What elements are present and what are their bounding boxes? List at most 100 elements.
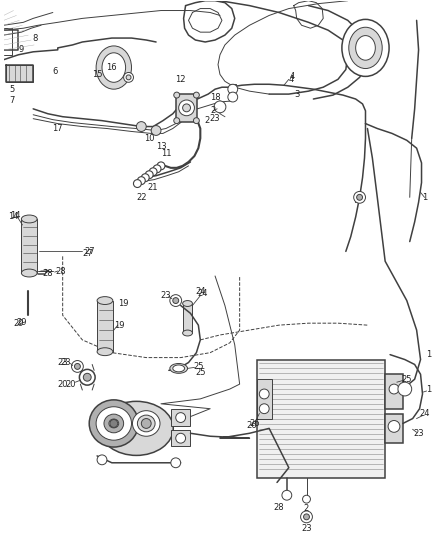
Circle shape	[124, 72, 134, 82]
Ellipse shape	[97, 297, 113, 304]
Circle shape	[136, 122, 146, 132]
Text: 2: 2	[211, 106, 216, 115]
Circle shape	[171, 458, 180, 467]
Bar	[6, 64, 33, 82]
Bar	[385, 414, 403, 443]
Circle shape	[126, 75, 131, 80]
Text: 1: 1	[426, 384, 431, 393]
Ellipse shape	[96, 46, 131, 89]
Circle shape	[179, 100, 194, 116]
Ellipse shape	[99, 401, 173, 455]
Circle shape	[173, 297, 179, 303]
Circle shape	[194, 92, 199, 98]
Text: 7: 7	[9, 96, 14, 106]
Circle shape	[71, 360, 83, 373]
Bar	[385, 374, 403, 409]
Text: 9: 9	[19, 45, 24, 54]
Circle shape	[389, 422, 399, 431]
Text: 23: 23	[413, 429, 424, 438]
Text: 4: 4	[289, 72, 294, 81]
Circle shape	[300, 511, 312, 523]
Circle shape	[149, 168, 157, 176]
Text: 27: 27	[82, 249, 92, 258]
Bar	[171, 409, 191, 426]
Circle shape	[153, 165, 161, 173]
Text: 22: 22	[136, 193, 147, 202]
Text: 26: 26	[249, 419, 260, 428]
Text: 2: 2	[205, 116, 210, 125]
Text: 16: 16	[106, 63, 117, 72]
Text: 8: 8	[32, 34, 38, 43]
Circle shape	[389, 384, 399, 394]
Circle shape	[398, 382, 412, 396]
Ellipse shape	[356, 36, 375, 60]
Text: 15: 15	[92, 70, 102, 79]
Ellipse shape	[109, 419, 119, 428]
Circle shape	[141, 174, 149, 182]
Circle shape	[259, 404, 269, 414]
Text: 14: 14	[8, 213, 19, 222]
Text: 28: 28	[274, 503, 284, 512]
Circle shape	[145, 171, 153, 179]
Circle shape	[183, 104, 191, 112]
Circle shape	[134, 180, 141, 188]
Text: 2: 2	[304, 505, 309, 513]
Ellipse shape	[342, 19, 389, 76]
Circle shape	[304, 514, 310, 520]
Circle shape	[110, 419, 118, 427]
Bar	[21, 219, 37, 273]
Text: 23: 23	[210, 114, 220, 123]
Circle shape	[170, 295, 182, 306]
Text: 25: 25	[402, 375, 412, 384]
Circle shape	[194, 118, 199, 124]
Text: 1: 1	[426, 350, 431, 359]
Circle shape	[303, 495, 311, 503]
Text: 20: 20	[65, 379, 76, 389]
Text: 10: 10	[144, 134, 155, 143]
Circle shape	[176, 433, 186, 443]
Circle shape	[259, 389, 269, 399]
Text: 28: 28	[55, 266, 66, 276]
Bar	[230, 84, 236, 90]
Circle shape	[151, 126, 161, 135]
Bar	[176, 94, 198, 122]
Text: 24: 24	[197, 289, 208, 298]
Text: 14: 14	[10, 211, 21, 220]
Bar	[258, 360, 385, 478]
Ellipse shape	[183, 301, 192, 306]
Text: 24: 24	[419, 409, 430, 418]
Circle shape	[174, 92, 180, 98]
Text: 23: 23	[57, 358, 68, 367]
Ellipse shape	[349, 27, 382, 69]
Circle shape	[79, 369, 95, 385]
Text: 3: 3	[294, 90, 299, 99]
Circle shape	[174, 118, 180, 124]
Text: 25: 25	[193, 362, 204, 371]
Text: 26: 26	[246, 421, 257, 430]
Circle shape	[214, 101, 226, 113]
Circle shape	[97, 455, 107, 465]
Circle shape	[228, 92, 238, 102]
Text: 12: 12	[175, 75, 186, 84]
Ellipse shape	[102, 53, 126, 82]
Circle shape	[83, 373, 91, 381]
Ellipse shape	[104, 414, 124, 433]
Circle shape	[141, 418, 151, 429]
Ellipse shape	[96, 407, 131, 440]
Text: 25: 25	[195, 368, 205, 377]
Text: 21: 21	[148, 183, 159, 192]
Text: 18: 18	[210, 93, 220, 102]
Circle shape	[176, 413, 186, 423]
Ellipse shape	[21, 215, 37, 223]
Text: 6: 6	[52, 67, 57, 76]
Ellipse shape	[132, 411, 160, 436]
Text: 5: 5	[9, 85, 14, 94]
Ellipse shape	[21, 269, 37, 277]
Text: 13: 13	[155, 142, 166, 151]
Text: 23: 23	[301, 524, 312, 533]
Text: 19: 19	[114, 321, 125, 329]
Bar	[171, 430, 191, 446]
Circle shape	[388, 421, 400, 432]
Circle shape	[357, 195, 363, 200]
Ellipse shape	[138, 415, 155, 432]
